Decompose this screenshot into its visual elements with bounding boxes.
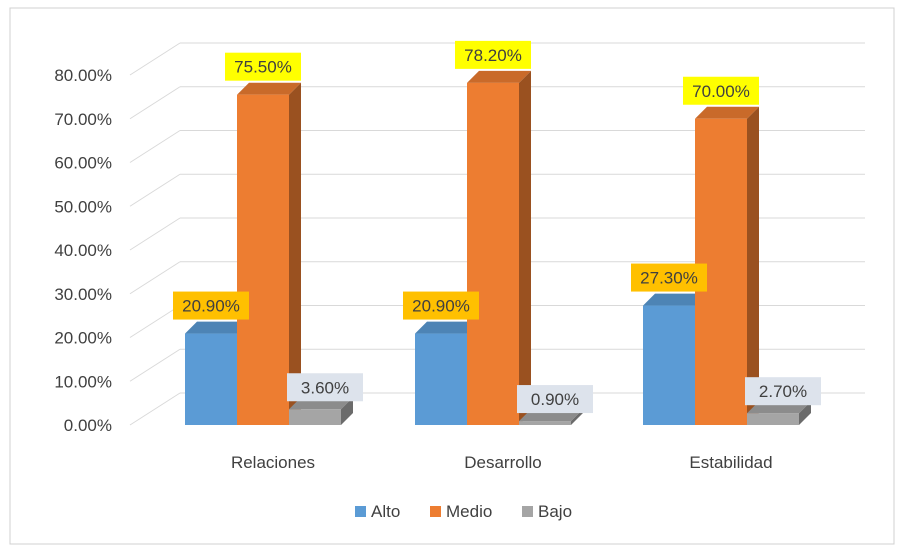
bar-side [519,70,531,425]
bar [643,305,695,425]
bar-top [237,82,301,95]
data-label-text: 27.30% [640,269,698,288]
bar-side [799,401,811,425]
bar-side [341,397,353,425]
y-tick-label: 80.00% [54,66,112,85]
bar [185,333,237,425]
gridline-depth [129,217,181,251]
data-label-alto: 20.90% [403,291,479,320]
bar [467,82,519,425]
legend-item-bajo: Bajo [522,502,572,521]
data-label-text: 20.90% [412,297,470,316]
legend-swatch [355,506,366,517]
data-label-text: 78.20% [464,46,522,65]
data-label-medio: 78.20% [455,40,531,69]
data-label-alto: 20.90% [173,291,249,320]
y-tick-label: 20.00% [54,329,112,348]
bar [237,94,289,425]
bar-side [747,106,759,425]
data-label-text: 75.50% [234,58,292,77]
x-tick-label: Desarrollo [464,453,541,472]
x-tick-label: Estabilidad [689,453,772,472]
data-label-box [631,263,707,292]
gridline-depth [129,173,181,207]
bar [289,409,341,425]
chart-frame [9,7,895,545]
data-label-box [225,52,301,81]
gridline-depth [129,261,181,295]
gridline-depth [129,348,181,382]
data-label-bajo: 0.90% [517,385,593,414]
bar-top [415,321,479,334]
bar-medio-desarrollo [467,70,531,425]
y-tick-label: 70.00% [54,110,112,129]
data-label-bajo: 3.60% [287,373,363,402]
bar [415,333,467,425]
gridline-depth [129,392,181,426]
bar [519,421,571,425]
y-tick-label: 30.00% [54,285,112,304]
legend-label: Bajo [538,502,572,521]
gridline-depth [129,305,181,338]
bar-top [695,106,759,119]
data-label-alto: 27.30% [631,263,707,292]
data-label-text: 0.90% [531,390,579,409]
data-label-box [455,40,531,69]
y-tick-label: 0.00% [64,416,112,435]
x-tick-label: Relaciones [231,453,315,472]
legend-item-medio: Medio [430,502,492,521]
data-label-box [745,377,821,406]
gridline-depth [129,86,181,120]
bar-top [185,321,249,334]
bar-medio-relaciones [237,82,301,425]
bar-medio-estabilidad [695,106,759,425]
y-axis: 0.00% 10.00% 20.00% 30.00% 40.00% 50.00% 60.00… [54,66,112,435]
x-axis: Relaciones Desarrollo Estabilidad [231,453,773,472]
y-tick-label: 50.00% [54,197,112,216]
y-tick-label: 60.00% [54,154,112,173]
data-label-box [517,385,593,414]
data-label-box [287,373,363,402]
data-label-box [683,76,759,105]
bar-top [643,293,707,306]
legend-item-alto: Alto [355,502,400,521]
bar [747,413,799,425]
legend-label: Medio [446,502,492,521]
data-label-text: 20.90% [182,297,240,316]
data-label-text: 3.60% [301,378,349,397]
bars [185,70,811,425]
data-labels: 20.90% 75.50% 3.60% 20.90% 78.20% 0.90% 27.30%… [173,40,821,414]
gridline-depth [129,42,181,76]
bar-bajo-relaciones [289,397,353,425]
y-tick-label: 40.00% [54,241,112,260]
legend: Alto Medio Bajo [355,502,572,521]
data-label-medio: 75.50% [225,52,301,81]
y-tick-label: 10.00% [54,372,112,391]
bar-top [467,70,531,83]
data-label-bajo: 2.70% [745,377,821,406]
legend-label: Alto [371,502,400,521]
data-label-box [403,291,479,320]
data-label-text: 2.70% [759,382,807,401]
data-label-text: 70.00% [692,82,750,101]
legend-swatch [522,506,533,517]
gridline-depth [129,130,181,163]
data-label-box [173,291,249,320]
bar-side [289,82,301,425]
legend-swatch [430,506,441,517]
data-label-medio: 70.00% [683,76,759,105]
